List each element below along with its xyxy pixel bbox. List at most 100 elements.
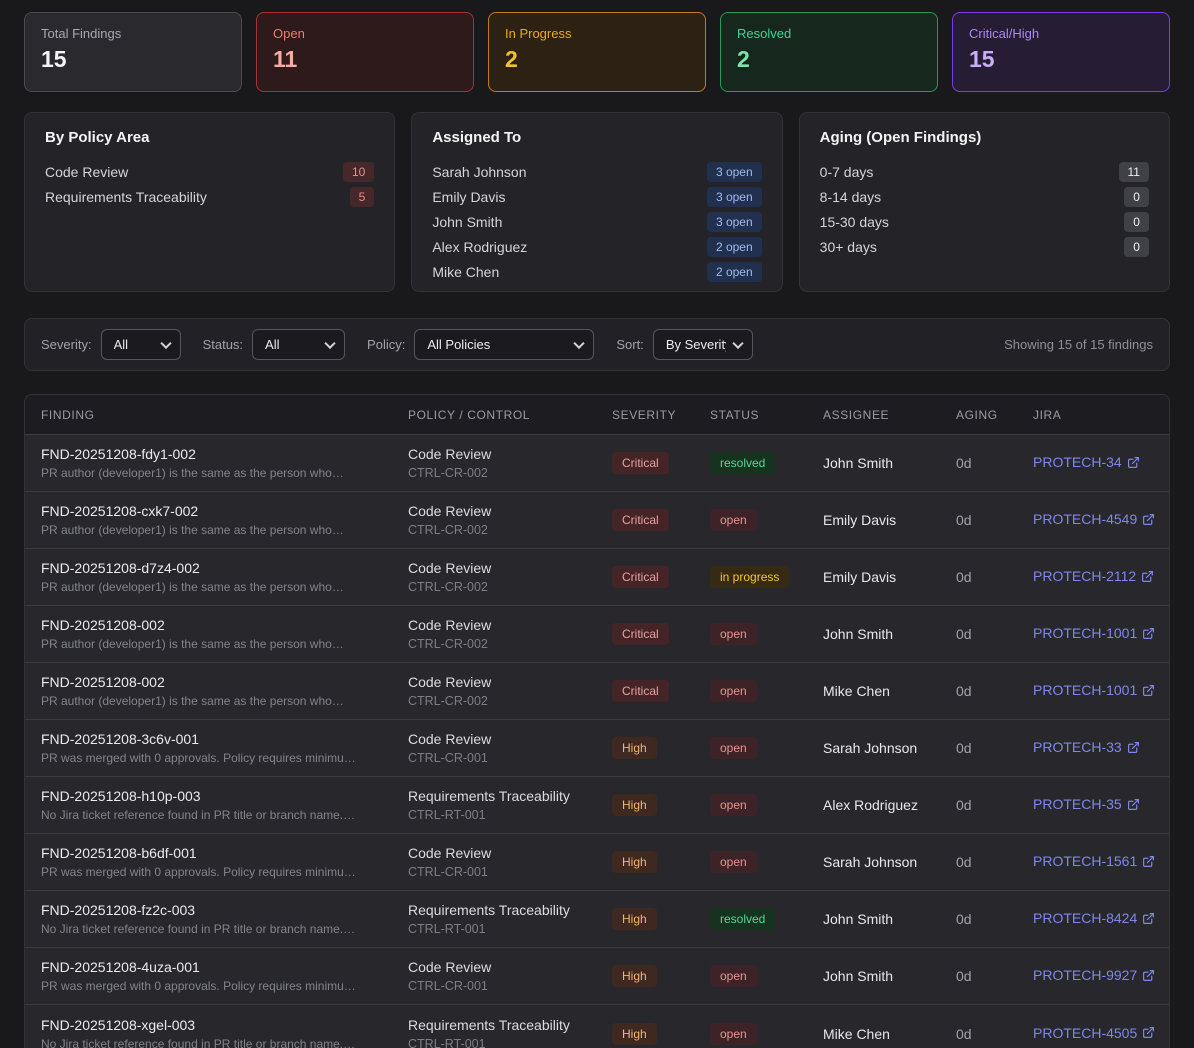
jira-ticket-id: PROTECH-35 [1033,796,1122,812]
table-row: FND-20251208-xgel-003 No Jira ticket ref… [25,1005,1169,1048]
policy-cell: Code Review CTRL-CR-002 [408,560,612,594]
severity-filter-group: Severity: All [41,329,181,360]
aging-value: 0d [956,854,972,870]
jira-link[interactable]: PROTECH-4505 [1033,1025,1155,1041]
stat-card: Open 11 [256,12,474,92]
policy-select-wrap: All Policies [414,329,595,360]
jira-link[interactable]: PROTECH-8424 [1033,910,1155,926]
filter-bar: Severity: All Status: All Policy: All Po… [24,318,1170,371]
panel-title: Assigned To [432,129,522,146]
assignee-name: John Smith [823,911,894,927]
stat-card: Resolved 2 [720,12,938,92]
panel-by-policy-area: By Policy Area Code Review 10 Requiremen… [24,112,396,292]
status-select[interactable]: All [252,329,346,360]
jira-cell: PROTECH-8424 [1033,910,1169,928]
finding-id: FND-20251208-cxk7-002 [41,503,199,519]
policy-name: Code Review [408,731,492,747]
status-badge: open [710,509,757,531]
count-badge: 11 [1118,161,1149,182]
finding-id: FND-20251208-002 [41,617,165,633]
severity-badge: Critical [612,509,669,531]
stat-label: Open [273,26,305,41]
policy-cell: Code Review CTRL-CR-001 [408,731,612,765]
policy-area-list: Code Review 10 Requirements Traceability… [45,159,375,209]
policy-cell: Code Review CTRL-CR-001 [408,845,612,879]
assignee-name: Alex Rodriguez [823,797,918,813]
control-id: CTRL-RT-001 [408,1036,486,1048]
status-cell: resolved [710,452,823,474]
count-badge: 3 open [706,186,762,207]
external-link-icon [1143,513,1155,525]
jira-link[interactable]: PROTECH-35 [1033,796,1140,812]
severity-select[interactable]: All [100,329,181,360]
severity-cell: High [612,851,710,873]
status-badge: resolved [710,908,776,930]
finding-description: No Jira ticket reference found in PR tit… [41,922,356,936]
finding-description: PR author (developer1) is the same as th… [41,580,344,594]
severity-cell: Critical [612,680,710,702]
finding-cell: FND-20251208-002 PR author (developer1) … [41,674,408,708]
stat-value: 15 [969,46,995,72]
aging-value: 0d [956,626,972,642]
jira-cell: PROTECH-2112 [1033,568,1169,586]
sort-select[interactable]: By Severity [652,329,753,360]
jira-link[interactable]: PROTECH-9927 [1033,967,1155,983]
finding-description: PR was merged with 0 approvals. Policy r… [41,865,356,879]
policy-name: Code Review [408,617,492,633]
policy-select[interactable]: All Policies [414,329,595,360]
stat-value: 2 [505,46,518,72]
policy-name: Code Review [408,446,492,462]
jira-ticket-id: PROTECH-4549 [1033,511,1138,527]
table-row: FND-20251208-002 PR author (developer1) … [25,606,1169,663]
jira-ticket-id: PROTECH-34 [1033,454,1122,470]
count-badge: 0 [1124,236,1149,257]
jira-ticket-id: PROTECH-1001 [1033,625,1138,641]
external-link-icon [1127,741,1139,753]
jira-link[interactable]: PROTECH-1561 [1033,853,1155,869]
jira-cell: PROTECH-34 [1033,454,1169,472]
stat-card: In Progress 2 [488,12,706,92]
severity-select-wrap: All [100,329,181,360]
jira-link[interactable]: PROTECH-4549 [1033,511,1155,527]
finding-cell: FND-20251208-4uza-001 PR was merged with… [41,959,408,993]
control-id: CTRL-RT-001 [408,808,486,822]
policy-cell: Requirements Traceability CTRL-RT-001 [408,788,612,822]
policy-name: Code Review [408,503,492,519]
jira-link[interactable]: PROTECH-2112 [1033,568,1154,584]
finding-id: FND-20251208-h10p-003 [41,788,201,804]
table-row: FND-20251208-002 PR author (developer1) … [25,663,1169,720]
table-row: FND-20251208-fz2c-003 No Jira ticket ref… [25,891,1169,948]
table-body: FND-20251208-fdy1-002 PR author (develop… [25,435,1169,1048]
list-item: 30+ days 0 [820,234,1149,259]
jira-link[interactable]: PROTECH-1001 [1033,625,1155,641]
jira-link[interactable]: PROTECH-1001 [1033,682,1155,698]
severity-badge: High [612,794,657,816]
list-item-label: Alex Rodriguez [432,238,528,255]
status-badge: resolved [710,452,776,474]
severity-cell: High [612,908,710,930]
jira-cell: PROTECH-4549 [1033,511,1169,529]
finding-id: FND-20251208-002 [41,674,165,690]
control-id: CTRL-CR-001 [408,751,488,765]
list-item-label: Requirements Traceability [45,188,207,205]
count-badge: 10 [342,161,375,182]
jira-ticket-id: PROTECH-2112 [1033,568,1137,584]
jira-link[interactable]: PROTECH-33 [1033,739,1140,755]
list-item: Requirements Traceability 5 [45,184,375,209]
finding-cell: FND-20251208-d7z4-002 PR author (develop… [41,560,408,594]
severity-badge: Critical [612,566,669,588]
stat-value: 15 [41,46,67,72]
table-row: FND-20251208-h10p-003 No Jira ticket ref… [25,777,1169,834]
jira-link[interactable]: PROTECH-34 [1033,454,1140,470]
external-link-icon [1143,627,1155,639]
external-link-icon [1143,684,1155,696]
assignee-name: John Smith [823,968,894,984]
stat-label: Critical/High [969,26,1040,41]
policy-cell: Requirements Traceability CTRL-RT-001 [408,1017,612,1048]
policy-name: Code Review [408,560,492,576]
external-link-icon [1127,456,1139,468]
col-jira: Jira [1033,407,1062,422]
finding-description: PR was merged with 0 approvals. Policy r… [41,979,356,993]
policy-filter-group: Policy: All Policies [367,329,595,360]
finding-cell: FND-20251208-3c6v-001 PR was merged with… [41,731,408,765]
